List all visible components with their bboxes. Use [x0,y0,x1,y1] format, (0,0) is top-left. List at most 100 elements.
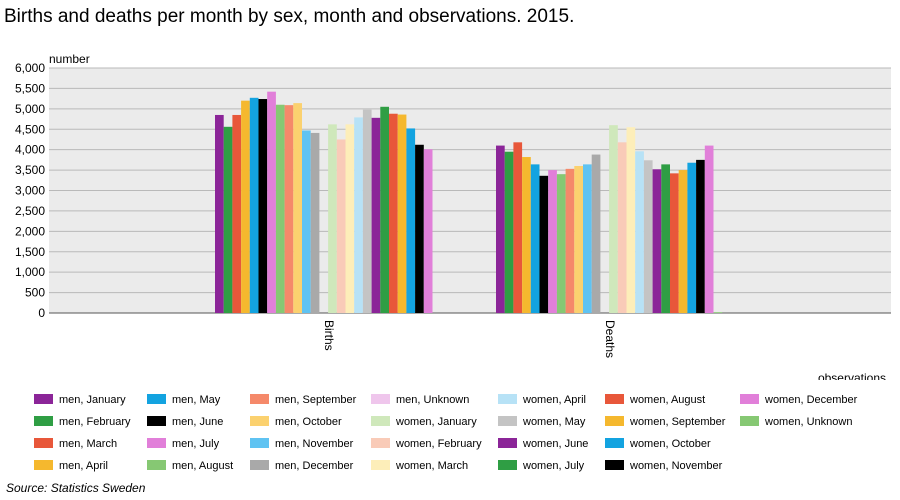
gridlines [49,67,891,314]
bar [661,164,670,313]
bar [609,125,618,313]
legend-item: women, April [498,394,586,406]
bar [241,100,250,313]
bar [223,126,233,313]
y-tick-label: 0 [38,306,45,320]
x-tick-label: Births [322,320,336,351]
bar [389,113,398,313]
legend-item: men, March [34,438,117,450]
legend-item: women, July [498,460,584,472]
legend-swatch [605,438,624,448]
legend-label: men, March [59,438,118,450]
legend-item: men, May [147,394,220,406]
bar [643,160,653,313]
y-tick-label: 3,000 [15,184,45,198]
legend-item: women, March [371,460,468,472]
legend-item: women, Unknown [740,416,852,428]
legend-item: men, August [147,460,233,472]
legend-label: women, April [523,394,586,406]
legend-item: men, Unknown [371,394,469,406]
bar [215,114,224,314]
y-tick-label: 2,000 [15,224,45,238]
y-tick-label: 500 [25,286,45,300]
legend-label: men, Unknown [396,394,470,406]
bar [310,132,320,313]
y-tick-label: 2,500 [15,204,45,218]
bar [626,127,636,314]
legend-label: men, April [59,460,108,472]
bar [362,109,372,314]
legend-swatch [498,460,517,470]
bar [267,91,276,314]
legend-item: women, January [371,416,477,428]
legend-label: men, October [275,416,342,428]
legend-swatch [147,394,166,404]
bar [406,128,416,313]
bar [591,154,601,313]
legend-label: women, February [396,438,482,450]
legend-swatch [498,394,517,404]
bar [397,114,407,313]
legend-label: women, August [630,394,706,406]
bar [513,142,523,313]
bar [345,124,355,313]
bar [284,105,294,313]
legend-item: men, September [250,394,356,406]
x-axis-label: observations [818,371,886,380]
legend-swatch [371,416,390,426]
x-tick-labels: Births Deaths [322,320,617,358]
legend-swatch [34,394,53,404]
legend-label: men, February [59,416,131,428]
x-tick-label: Deaths [603,320,617,358]
bar [336,139,346,313]
legend-swatch [371,394,390,404]
legend-swatch [371,460,390,470]
bar [328,124,337,313]
legend-item: women, October [605,438,711,450]
bar [354,117,363,313]
legend-item: men, December [250,460,353,472]
bar [258,99,268,313]
legend-item: women, November [605,460,722,472]
chart-svg: 0 500 1,000 1,500 2,000 2,500 3,000 3,500 4,000 4… [15,52,891,380]
y-tick-label: 3,500 [15,163,45,177]
legend-swatch [605,394,624,404]
y-tick-label: 4,500 [15,122,45,136]
bar [302,130,311,313]
legend-swatch [250,394,269,404]
bar [496,145,505,313]
legend-item: women, December [740,394,857,406]
legend-label: women, September [630,416,726,428]
y-tick-label: 1,000 [15,265,45,279]
bar [415,144,424,313]
legend-item: men, October [250,416,342,428]
y-tick-label: 6,000 [15,61,45,75]
legend-swatch [250,460,269,470]
legend-label: women, May [523,416,586,428]
bar [565,168,575,313]
legend-swatch [147,438,166,448]
y-tick-label: 1,500 [15,245,45,259]
legend-swatch [605,460,624,470]
legend-label: men, September [275,394,357,406]
legend-swatch [147,416,166,426]
legend-item: women, June [498,438,588,450]
bar [704,145,714,313]
legend-item: women, February [371,438,482,450]
bar [275,104,285,313]
bar [556,174,566,313]
bar [696,159,705,314]
legend-label: women, November [630,460,723,472]
legend-item: men, November [250,438,353,450]
legend-label: women, July [523,460,585,472]
legend-label: men, May [172,394,221,406]
legend-label: men, January [59,394,126,406]
y-tick-labels: 0 500 1,000 1,500 2,000 2,500 3,000 3,500 4,000 4… [15,61,45,320]
bar [652,169,662,313]
legend-item: women, September [605,416,725,428]
legend-label: women, December [765,394,858,406]
legend-label: men, August [172,460,234,472]
legend-swatch [34,416,53,426]
bar [687,162,697,313]
bar [293,103,302,314]
